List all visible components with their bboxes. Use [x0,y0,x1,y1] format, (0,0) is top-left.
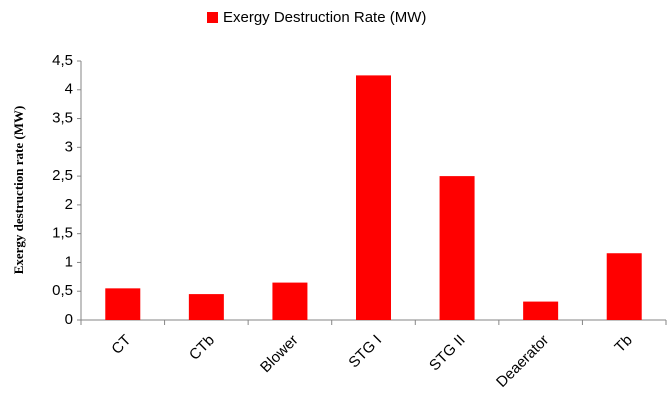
x-tick-label: Deaerator [493,332,552,391]
bar [523,301,559,320]
y-tick-label: 0,5 [52,282,73,299]
bar [188,294,224,320]
legend-label: Exergy Destruction Rate (MW) [223,9,426,26]
x-tick-label: STG I [345,332,385,372]
y-tick-label: 1,5 [52,225,73,242]
y-tick-label: 3 [65,138,73,155]
bar [439,176,475,320]
y-tick-label: 0 [65,311,73,328]
x-tick-label: Tb [611,332,635,356]
x-tick-label: Blower [257,332,301,376]
bar [606,253,642,320]
bar [356,75,391,320]
y-tick-label: 4 [65,81,73,98]
legend-swatch [207,12,218,23]
y-tick-label: 1 [65,253,73,270]
y-tick-label: 3,5 [52,110,73,127]
y-tick-label: 2,5 [52,167,73,184]
x-tick-label: STG II [426,332,469,375]
y-axis-label: Exergy destruction rate (MW) [11,106,26,275]
bar [272,282,308,320]
x-tick-label: CTb [186,332,218,364]
y-tick-label: 2 [65,196,73,213]
y-tick-label: 4,5 [52,52,73,69]
bar [105,288,141,320]
x-tick-label: CT [108,332,134,358]
